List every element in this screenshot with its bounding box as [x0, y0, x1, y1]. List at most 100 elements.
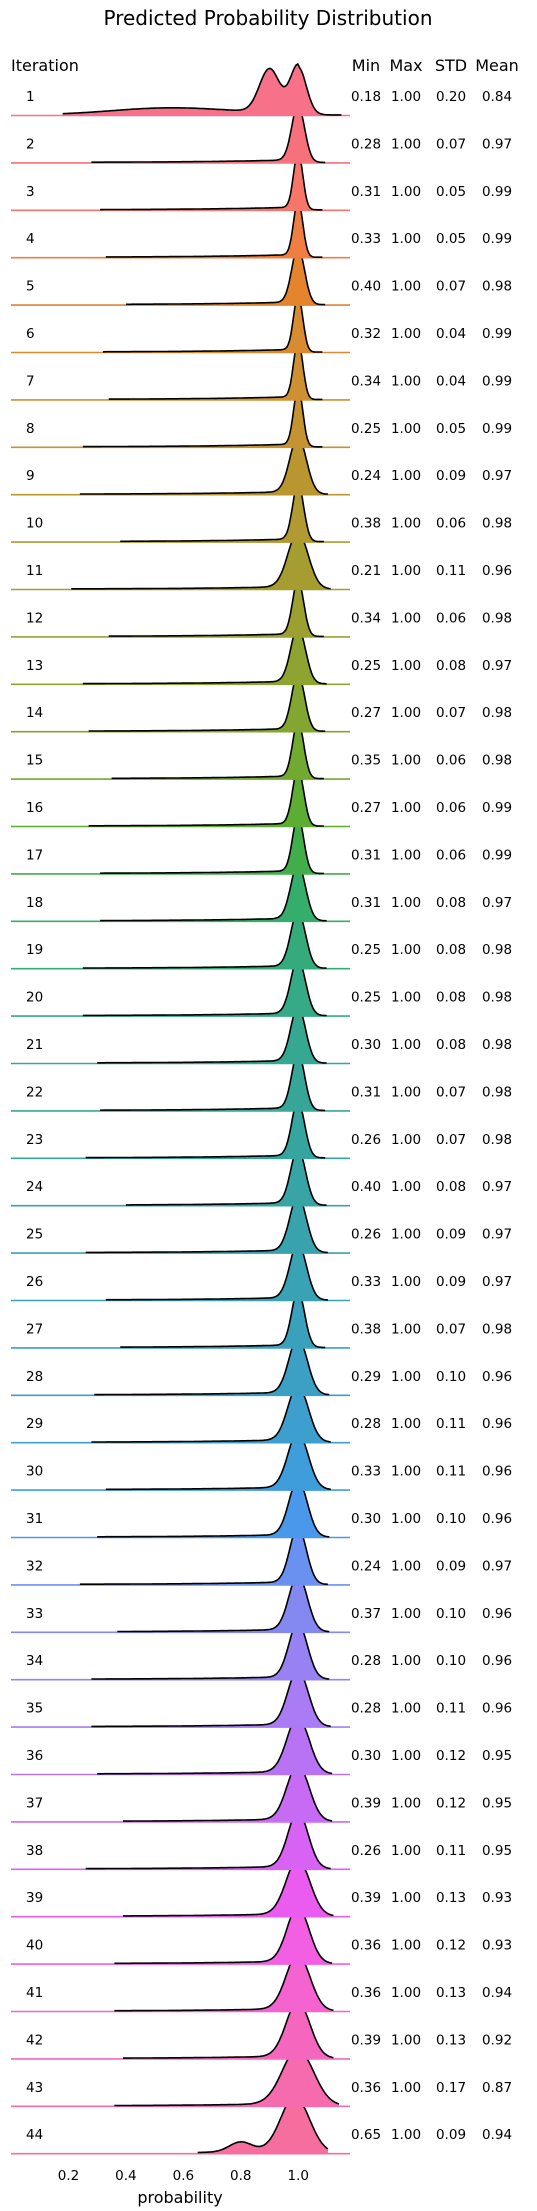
iteration-label: 24 — [26, 1179, 43, 1195]
ridge-outline — [125, 1145, 327, 1206]
stat-std: 0.05 — [436, 421, 466, 437]
ridge-fill — [97, 1479, 330, 1537]
stat-min: 0.28 — [351, 1701, 381, 1717]
row-header-iteration: Iteration — [11, 56, 79, 75]
iteration-label: 36 — [26, 1748, 43, 1764]
iteration-label: 20 — [26, 990, 43, 1006]
ridge-fill — [85, 1099, 326, 1158]
stat-mean: 0.97 — [482, 1227, 512, 1243]
ridge-fill — [114, 1953, 334, 2011]
ridge-fill — [108, 578, 324, 637]
stat-min: 0.35 — [351, 753, 381, 769]
stat-mean: 0.96 — [482, 563, 512, 579]
ridge-fill — [82, 910, 327, 969]
stat-min: 0.40 — [351, 279, 381, 295]
stat-mean: 0.99 — [482, 184, 512, 200]
stat-mean: 0.93 — [482, 1890, 512, 1906]
stat-max: 1.00 — [391, 1558, 421, 1574]
stat-min: 0.27 — [351, 800, 381, 816]
stat-min: 0.38 — [351, 516, 381, 532]
stat-max: 1.00 — [391, 1985, 421, 2001]
stat-max: 1.00 — [391, 136, 421, 152]
ridge-outline — [79, 1524, 328, 1586]
ridge-fill — [105, 1242, 328, 1300]
iteration-label: 8 — [26, 421, 35, 437]
stat-max: 1.00 — [391, 1795, 421, 1811]
iteration-label: 32 — [26, 1558, 43, 1574]
ridge-row — [11, 1383, 350, 1444]
stat-max: 1.00 — [391, 847, 421, 863]
stat-std: 0.09 — [436, 468, 466, 484]
ridge-fill — [105, 199, 323, 258]
stat-max: 1.00 — [391, 1464, 421, 1480]
ridge-row — [11, 149, 350, 212]
stat-max: 1.00 — [391, 610, 421, 626]
iteration-label: 5 — [26, 279, 35, 295]
stat-mean: 0.98 — [482, 610, 512, 626]
ridge-row — [11, 1620, 350, 1681]
ridge-outline — [105, 1240, 328, 1301]
stat-min: 0.32 — [351, 326, 381, 342]
stat-std: 0.13 — [436, 1985, 466, 2001]
stat-max: 1.00 — [391, 895, 421, 911]
ridge-outline — [97, 1477, 330, 1538]
stat-max: 1.00 — [391, 1132, 421, 1148]
stat-std: 0.08 — [436, 942, 466, 958]
stat-min: 0.26 — [351, 1227, 381, 1243]
stat-max: 1.00 — [391, 753, 421, 769]
stat-min: 0.36 — [351, 2080, 381, 2096]
ridge-outline — [125, 244, 326, 306]
ridge-fill — [91, 1621, 330, 1680]
ridge-fill — [82, 957, 327, 1016]
stat-min: 0.30 — [351, 1748, 381, 1764]
stat-min: 0.24 — [351, 468, 381, 484]
ridge-outline — [62, 62, 342, 116]
stat-mean: 0.96 — [482, 1701, 512, 1717]
ridge-row — [11, 434, 350, 496]
stat-mean: 0.84 — [482, 89, 512, 105]
iteration-label: 31 — [26, 1511, 43, 1527]
iteration-label: 2 — [26, 136, 35, 152]
ridge-fill — [100, 151, 323, 210]
ridge-fill — [100, 862, 327, 921]
ridge-outline — [91, 102, 326, 164]
stat-std: 0.10 — [436, 1369, 466, 1385]
stat-min: 0.29 — [351, 1369, 381, 1385]
ridge-outline — [85, 1193, 328, 1254]
stat-mean: 0.96 — [482, 1511, 512, 1527]
stat-max: 1.00 — [391, 990, 421, 1006]
stat-std: 0.07 — [436, 1084, 466, 1100]
stat-min: 0.30 — [351, 1037, 381, 1053]
iteration-label: 18 — [26, 895, 43, 911]
ridge-outline — [91, 1383, 331, 1443]
ridge-outline — [71, 529, 331, 590]
stat-max: 1.00 — [391, 2080, 421, 2096]
stat-max: 1.00 — [391, 373, 421, 389]
stat-std: 0.09 — [436, 1274, 466, 1290]
stat-mean: 0.97 — [482, 1558, 512, 1574]
ridge-fill — [102, 294, 323, 352]
ridge-row — [11, 1335, 350, 1397]
stat-min: 0.26 — [351, 1843, 381, 1859]
ridge-outline — [100, 861, 327, 922]
ridge-row — [11, 624, 350, 686]
stat-max: 1.00 — [391, 421, 421, 437]
iteration-label: 40 — [26, 1938, 43, 1954]
stat-max: 1.00 — [391, 326, 421, 342]
ridge-row — [11, 813, 350, 875]
ridge-outline — [97, 1003, 327, 1064]
stat-std: 0.10 — [436, 1653, 466, 1669]
stat-max: 1.00 — [391, 279, 421, 295]
x-tick-label: 0.8 — [230, 2168, 251, 2184]
stat-min: 0.39 — [351, 2032, 381, 2048]
ridge-row — [11, 196, 350, 259]
stat-mean: 0.98 — [482, 1037, 512, 1053]
column-header-min: Min — [352, 56, 380, 75]
iteration-label: 28 — [26, 1369, 43, 1385]
stat-max: 1.00 — [391, 658, 421, 674]
stat-mean: 0.99 — [482, 326, 512, 342]
iteration-label: 14 — [26, 705, 43, 721]
ridge-outline — [120, 1287, 326, 1349]
stat-max: 1.00 — [391, 1227, 421, 1243]
